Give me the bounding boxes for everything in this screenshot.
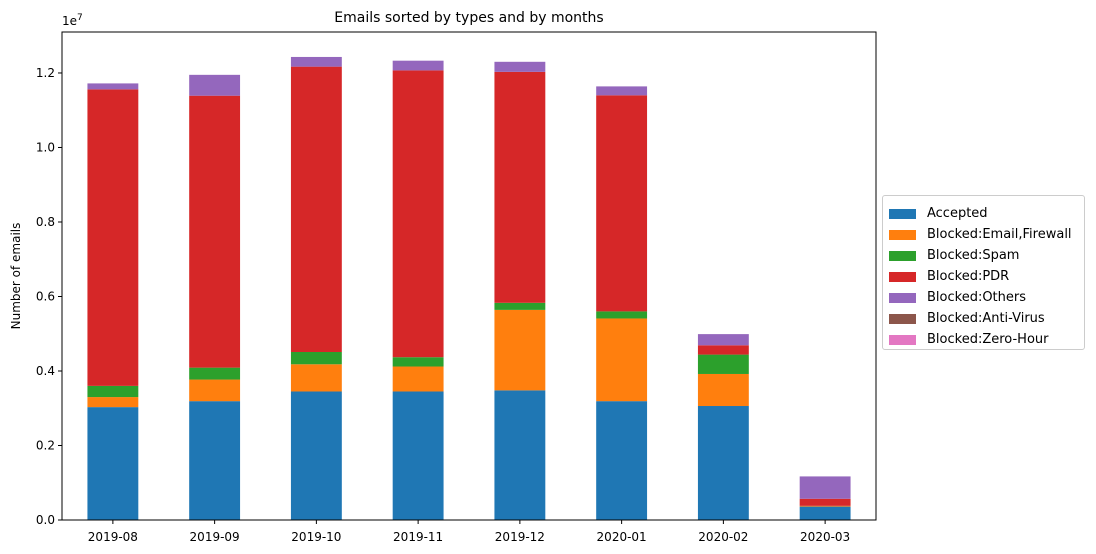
bar-accepted-2019-11 xyxy=(392,391,444,520)
legend-label: Blocked:Others xyxy=(927,290,1027,305)
y-tick-label: 0.8 xyxy=(36,215,55,229)
legend-item: Blocked:Email,Firewall xyxy=(889,224,1084,245)
bar-blocked-email-firewall-2019-11 xyxy=(392,366,444,392)
y-tick-label: 0.6 xyxy=(36,289,55,303)
bar-blocked-others-2019-08 xyxy=(87,83,139,90)
bar-blocked-email-firewall-2019-09 xyxy=(189,379,241,402)
bar-blocked-email-firewall-2020-01 xyxy=(596,318,648,402)
y-axis-offset-label: 1e7 xyxy=(62,13,83,28)
legend-label: Blocked:Spam xyxy=(927,248,1020,263)
legend-swatch xyxy=(889,229,916,240)
bar-blocked-pdr-2019-09 xyxy=(189,95,241,368)
legend-item: Blocked:Anti-Virus xyxy=(889,308,1084,329)
bar-blocked-others-2019-11 xyxy=(392,60,444,71)
chart-title: Emails sorted by types and by months xyxy=(334,10,603,26)
legend-swatch xyxy=(889,208,916,219)
bar-accepted-2019-10 xyxy=(290,391,342,520)
legend-swatch xyxy=(889,271,916,282)
legend-label: Blocked:Email,Firewall xyxy=(927,227,1072,242)
legend-swatch xyxy=(889,250,916,261)
bar-blocked-others-2020-03 xyxy=(799,476,851,499)
bar-blocked-pdr-2020-03 xyxy=(799,498,851,506)
y-tick-label: 0.2 xyxy=(36,438,55,452)
bar-blocked-others-2019-09 xyxy=(189,74,241,96)
bar-blocked-spam-2019-12 xyxy=(494,302,546,310)
x-tick-label: 2019-11 xyxy=(393,530,443,544)
legend-item: Blocked:Zero-Hour xyxy=(889,329,1084,350)
x-tick-label: 2019-09 xyxy=(190,530,240,544)
legend: Accepted Blocked:Email,Firewall Blocked:Sp… xyxy=(882,195,1085,350)
bar-blocked-email-firewall-2020-02 xyxy=(697,373,749,407)
bar-blocked-pdr-2019-10 xyxy=(290,66,342,352)
bar-blocked-spam-2020-02 xyxy=(697,354,749,374)
y-tick-label: 1.2 xyxy=(36,66,55,80)
bar-blocked-others-2019-12 xyxy=(494,61,546,72)
bar-accepted-2019-12 xyxy=(494,390,546,520)
legend-label: Accepted xyxy=(927,206,988,221)
bar-blocked-pdr-2020-01 xyxy=(596,95,648,312)
x-tick-label: 2020-02 xyxy=(698,530,748,544)
y-tick-label: 0.0 xyxy=(36,513,55,527)
legend-swatch xyxy=(889,334,916,345)
bar-blocked-pdr-2020-02 xyxy=(697,345,749,355)
x-tick-label: 2020-03 xyxy=(800,530,850,544)
bar-accepted-2019-09 xyxy=(189,401,241,520)
bar-accepted-2020-01 xyxy=(596,401,648,520)
legend-item: Accepted xyxy=(889,203,1084,224)
bar-blocked-spam-2020-01 xyxy=(596,311,648,319)
bar-blocked-email-firewall-2020-03 xyxy=(799,505,851,507)
x-tick-label: 2019-12 xyxy=(495,530,545,544)
legend-swatch xyxy=(889,292,916,303)
legend-item: Blocked:Spam xyxy=(889,245,1084,266)
bar-blocked-others-2020-01 xyxy=(596,86,648,96)
bar-blocked-spam-2019-11 xyxy=(392,357,444,367)
legend-item: Blocked:PDR xyxy=(889,266,1084,287)
y-axis-label: Number of emails xyxy=(9,223,23,330)
bar-blocked-spam-2019-09 xyxy=(189,367,241,380)
x-tick-label: 2019-08 xyxy=(88,530,138,544)
plot-frame xyxy=(61,31,877,521)
bar-blocked-email-firewall-2019-12 xyxy=(494,309,546,391)
bar-series-group xyxy=(87,56,851,520)
bar-accepted-2020-03 xyxy=(799,506,851,520)
bar-accepted-2020-02 xyxy=(697,406,749,520)
bar-blocked-others-2020-02 xyxy=(697,334,749,346)
y-axis: 0.0 0.2 0.4 0.6 0.8 1.0 1.2 xyxy=(36,66,62,527)
y-tick-label: 1.0 xyxy=(36,140,55,154)
legend-item: Blocked:Others xyxy=(889,287,1084,308)
bar-blocked-pdr-2019-11 xyxy=(392,70,444,358)
legend-swatch xyxy=(889,313,916,324)
y-tick-label: 0.4 xyxy=(36,364,55,378)
legend-label: Blocked:Anti-Virus xyxy=(927,311,1045,326)
x-axis: 2019-08 2019-09 2019-10 2019-11 2019-12 2020-… xyxy=(88,520,850,544)
bar-blocked-spam-2019-08 xyxy=(87,385,139,398)
bar-blocked-pdr-2019-12 xyxy=(494,71,546,303)
legend-label: Blocked:Zero-Hour xyxy=(927,332,1049,347)
bar-blocked-email-firewall-2019-08 xyxy=(87,397,139,408)
bar-accepted-2019-08 xyxy=(87,407,139,520)
bar-blocked-spam-2019-10 xyxy=(290,351,342,365)
bar-blocked-email-firewall-2019-10 xyxy=(290,364,342,392)
x-tick-label: 2020-01 xyxy=(597,530,647,544)
bar-blocked-others-2019-10 xyxy=(290,56,342,67)
x-tick-label: 2019-10 xyxy=(291,530,341,544)
legend-label: Blocked:PDR xyxy=(927,269,1010,284)
bar-blocked-pdr-2019-08 xyxy=(87,89,139,386)
